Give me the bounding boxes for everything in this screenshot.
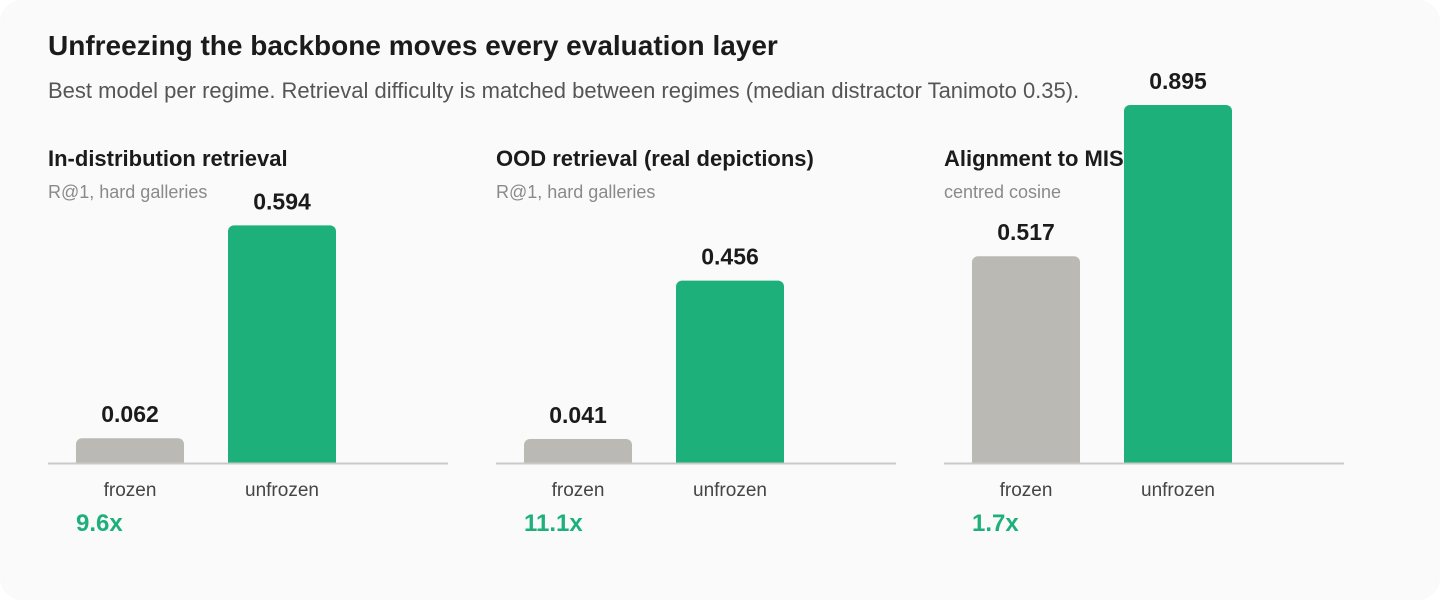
figure-subtitle: Best model per regime. Retrieval difficu… xyxy=(48,78,1080,103)
category-label: unfrozen xyxy=(1141,480,1215,501)
panel-title: In-distribution retrieval xyxy=(48,146,288,171)
bar-unfrozen xyxy=(1124,105,1232,469)
baseline-mask xyxy=(48,464,448,473)
ratio-label: 1.7x xyxy=(972,510,1019,537)
baseline-mask xyxy=(944,464,1344,473)
category-label: frozen xyxy=(1000,480,1053,501)
panel-in-distribution: In-distribution retrieval R@1, hard gall… xyxy=(48,140,448,560)
panel-title: Alignment to MIST xyxy=(944,146,1138,171)
value-label: 0.041 xyxy=(549,402,607,428)
bar-unfrozen xyxy=(676,280,784,469)
value-label: 0.895 xyxy=(1149,68,1207,94)
value-label: 0.062 xyxy=(101,401,159,427)
ratio-label: 9.6x xyxy=(76,510,123,537)
category-label: frozen xyxy=(552,480,605,501)
panel-subtitle: R@1, hard galleries xyxy=(496,182,656,202)
value-label: 0.456 xyxy=(701,244,759,270)
bar-frozen xyxy=(76,438,184,469)
bar-plot: 0.062 frozen 0.594 unfrozen xyxy=(48,188,448,501)
bar-frozen xyxy=(524,439,632,469)
category-label: unfrozen xyxy=(693,480,767,501)
ratio-label: 11.1x xyxy=(524,510,583,537)
category-label: frozen xyxy=(104,480,157,501)
figure-title: Unfreezing the backbone moves every eval… xyxy=(48,30,778,61)
bar-unfrozen xyxy=(228,225,336,469)
panel-mist-alignment: Alignment to MIST centred cosine 0.517 fr… xyxy=(944,68,1344,560)
value-label: 0.517 xyxy=(997,219,1055,245)
baseline-mask xyxy=(496,464,896,473)
panel-title: OOD retrieval (real depictions) xyxy=(496,146,814,171)
panel-subtitle: centred cosine xyxy=(944,182,1062,202)
value-label: 0.594 xyxy=(253,188,311,214)
panel-subtitle: R@1, hard galleries xyxy=(48,182,208,202)
bar-plot: 0.041 frozen 0.456 unfrozen xyxy=(496,244,896,501)
bar-frozen xyxy=(972,256,1080,469)
panel-ood: OOD retrieval (real depictions) R@1, har… xyxy=(496,140,896,560)
category-label: unfrozen xyxy=(245,480,319,501)
bar-plot: 0.517 frozen 0.895 unfrozen xyxy=(944,68,1344,501)
